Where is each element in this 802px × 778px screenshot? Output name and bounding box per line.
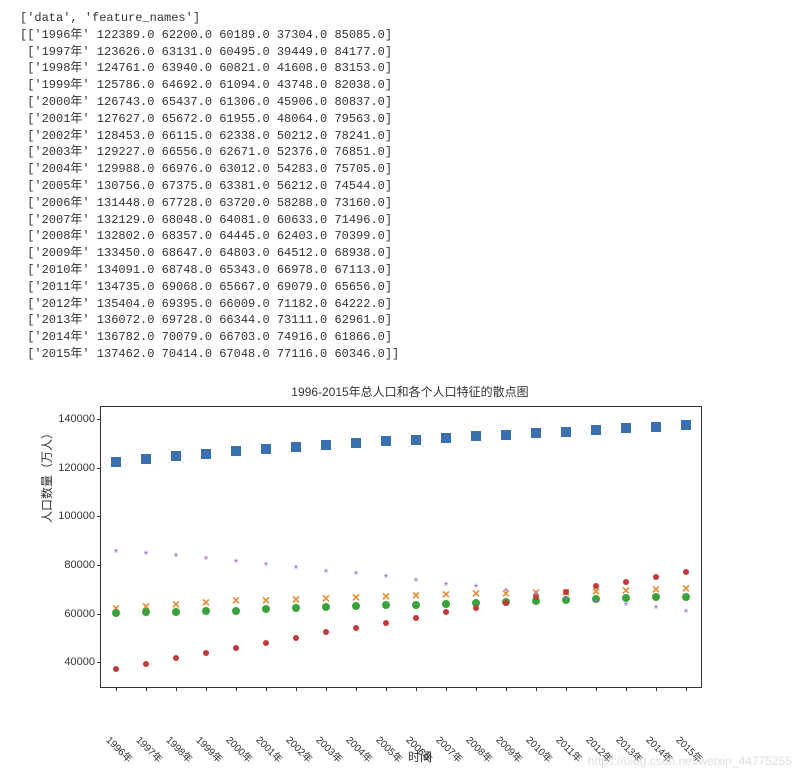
data-row: ['1997年' 123626.0 63131.0 60495.0 39449.…: [20, 44, 782, 61]
marker-s4: [473, 605, 479, 611]
data-row: ['2015年' 137462.0 70414.0 67048.0 77116.…: [20, 346, 782, 363]
marker-s3: [172, 608, 180, 616]
data-row: ['2010年' 134091.0 68748.0 65343.0 66978.…: [20, 262, 782, 279]
marker-total: [531, 428, 541, 438]
marker-total: [141, 454, 151, 464]
marker-total: [291, 442, 301, 452]
marker-s4: [113, 666, 119, 672]
marker-s4: [353, 625, 359, 631]
marker-total: [651, 422, 661, 432]
marker-total: [561, 427, 571, 437]
marker-s4: [323, 629, 329, 635]
marker-total: [621, 423, 631, 433]
marker-s4: [443, 609, 449, 615]
data-row: ['2000年' 126743.0 65437.0 61306.0 45906.…: [20, 94, 782, 111]
marker-total: [591, 425, 601, 435]
marker-total: [111, 457, 121, 467]
ytick-label: 60000: [51, 608, 95, 620]
chart-ylabel: 人口数量（万人）: [38, 427, 55, 523]
marker-s3: [352, 602, 360, 610]
marker-s4: [143, 661, 149, 667]
marker-total: [261, 444, 271, 454]
scatter-chart: 1996-2015年总人口和各个人口特征的散点图 人口数量（万人） 400006…: [20, 383, 740, 765]
marker-s3: [412, 601, 420, 609]
marker-total: [441, 433, 451, 443]
data-row: ['2005年' 130756.0 67375.0 63381.0 56212.…: [20, 178, 782, 195]
marker-s4: [653, 574, 659, 580]
marker-total: [381, 436, 391, 446]
data-row: ['2007年' 132129.0 68048.0 64081.0 60633.…: [20, 212, 782, 229]
watermark: https://blog.csdn.net/weixin_44775255: [588, 754, 792, 768]
marker-total: [411, 435, 421, 445]
marker-s4: [203, 650, 209, 656]
ytick-label: 40000: [51, 656, 95, 668]
ytick-label: 100000: [51, 510, 95, 522]
marker-s4: [623, 579, 629, 585]
marker-s4: [503, 600, 509, 606]
ytick-label: 140000: [51, 413, 95, 425]
data-row: ['2003年' 129227.0 66556.0 62671.0 52376.…: [20, 144, 782, 161]
marker-s3: [382, 601, 390, 609]
marker-total: [231, 446, 241, 456]
data-row: [['1996年' 122389.0 62200.0 60189.0 37304…: [20, 27, 782, 44]
data-row: ['2006年' 131448.0 67728.0 63720.0 58288.…: [20, 195, 782, 212]
data-row: ['2009年' 133450.0 68647.0 64803.0 64512.…: [20, 245, 782, 262]
marker-s3: [442, 600, 450, 608]
ytick-label: 120000: [51, 462, 95, 474]
data-row: ['1999年' 125786.0 64692.0 61094.0 43748.…: [20, 77, 782, 94]
marker-total: [681, 420, 691, 430]
marker-total: [321, 440, 331, 450]
marker-s3: [322, 603, 330, 611]
marker-s3: [682, 593, 690, 601]
marker-s4: [173, 655, 179, 661]
marker-s3: [292, 604, 300, 612]
marker-total: [351, 438, 361, 448]
data-row: ['2001年' 127627.0 65672.0 61955.0 48064.…: [20, 111, 782, 128]
marker-total: [171, 451, 181, 461]
marker-s3: [202, 607, 210, 615]
ytick-label: 80000: [51, 559, 95, 571]
marker-s4: [293, 635, 299, 641]
marker-total: [501, 430, 511, 440]
header-line: ['data', 'feature_names']: [20, 10, 782, 27]
marker-total: [471, 431, 481, 441]
data-row: ['2002年' 128453.0 66115.0 62338.0 50212.…: [20, 128, 782, 145]
data-row: ['2011年' 134735.0 69068.0 65667.0 69079.…: [20, 279, 782, 296]
data-row: ['2013年' 136072.0 69728.0 66344.0 73111.…: [20, 312, 782, 329]
data-row: ['2012年' 135404.0 69395.0 66009.0 71182.…: [20, 296, 782, 313]
marker-s3: [262, 605, 270, 613]
marker-s4: [383, 620, 389, 626]
data-row: ['2004年' 129988.0 66976.0 63012.0 54283.…: [20, 161, 782, 178]
marker-s4: [683, 569, 689, 575]
marker-s3: [142, 608, 150, 616]
marker-s3: [112, 609, 120, 617]
data-dump: ['data', 'feature_names'][['1996年' 12238…: [20, 10, 782, 363]
marker-s4: [413, 615, 419, 621]
marker-s3: [232, 607, 240, 615]
data-row: ['1998年' 124761.0 63940.0 60821.0 41608.…: [20, 60, 782, 77]
marker-total: [201, 449, 211, 459]
marker-s4: [233, 645, 239, 651]
data-row: ['2008年' 132802.0 68357.0 64445.0 62403.…: [20, 228, 782, 245]
chart-title: 1996-2015年总人口和各个人口特征的散点图: [20, 383, 740, 400]
marker-s3: [652, 593, 660, 601]
marker-s4: [593, 583, 599, 589]
data-row: ['2014年' 136782.0 70079.0 66703.0 74916.…: [20, 329, 782, 346]
plot-area: 4000060000800001000001200001400001996年19…: [100, 406, 702, 688]
marker-s4: [263, 640, 269, 646]
